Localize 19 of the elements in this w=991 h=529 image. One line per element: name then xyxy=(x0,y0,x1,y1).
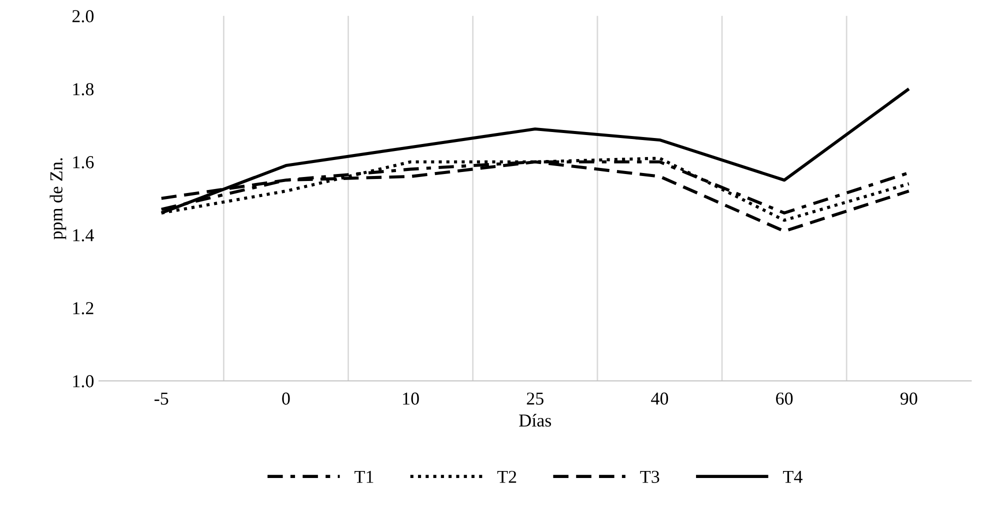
y-axis-title: ppm de Zn. xyxy=(50,158,66,240)
y-tick-label: 1.0 xyxy=(73,375,94,388)
legend-label: T3 xyxy=(640,470,660,483)
legend-label: T4 xyxy=(783,470,802,483)
x-tick-label: 40 xyxy=(651,392,668,405)
x-tick-label: 0 xyxy=(282,392,290,405)
x-tick-label: 90 xyxy=(900,392,918,405)
legend-label: T1 xyxy=(354,470,374,483)
x-tick-label: 25 xyxy=(526,392,544,405)
x-tick-label: 10 xyxy=(403,392,419,405)
x-axis-title: Días xyxy=(519,414,552,427)
y-tick-label: 2.0 xyxy=(72,10,94,22)
y-tick-label: 1.6 xyxy=(73,156,94,168)
x-tick-label: -5 xyxy=(154,392,168,405)
y-tick-label: 1.8 xyxy=(73,83,94,96)
x-tick-label: 60 xyxy=(776,392,793,405)
legend-label: T2 xyxy=(497,470,516,483)
y-tick-label: 1.4 xyxy=(73,229,94,242)
y-tick-label: 1.2 xyxy=(73,302,94,314)
